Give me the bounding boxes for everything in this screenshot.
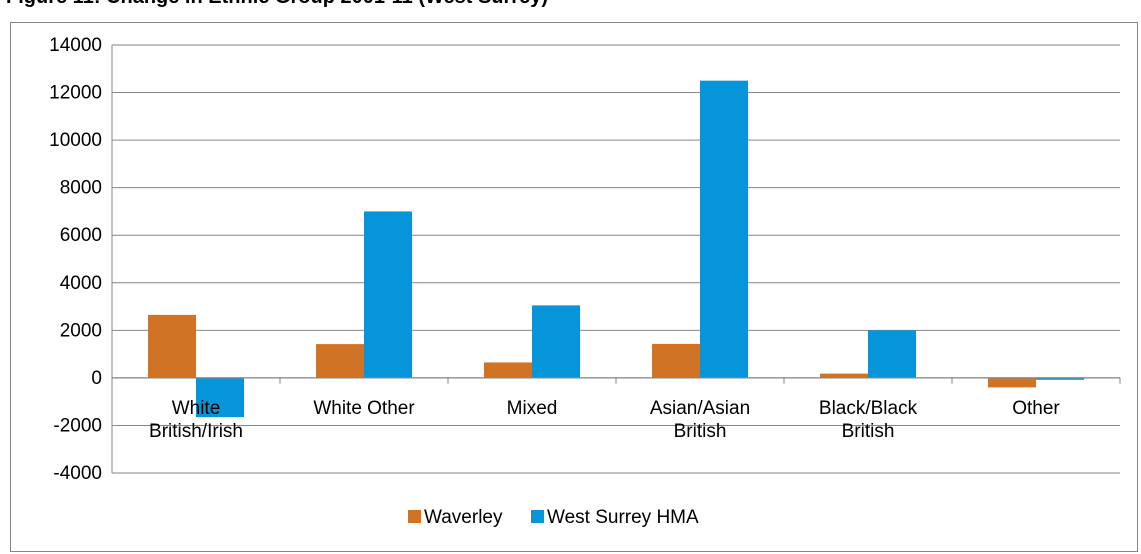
bar-waverley-1 xyxy=(316,344,364,378)
legend-label: West Surrey HMA xyxy=(547,507,699,528)
zero-axis xyxy=(111,377,1121,384)
y-tick-label: 2000 xyxy=(60,320,102,341)
x-category-label: White British/Irish xyxy=(149,398,243,442)
bar-waverley-3 xyxy=(652,343,700,378)
bar-west-surrey-hma-3 xyxy=(700,80,748,378)
y-tick-label: 0 xyxy=(91,368,102,389)
bar-west-surrey-hma-4 xyxy=(868,330,916,378)
x-category-label: Asian/Asian British xyxy=(650,398,750,442)
y-tick-label: 10000 xyxy=(49,130,102,151)
legend-label: Waverley xyxy=(424,507,503,528)
legend-swatch-0 xyxy=(408,510,421,523)
y-tick-label: -4000 xyxy=(53,463,102,484)
figure-caption-text: Figure 11: Change in Ethnic Group 2001-1… xyxy=(6,0,548,9)
bar-waverley-5 xyxy=(988,377,1036,388)
y-axis-tick-labels: 14000 12000 10000 8000 6000 4000 2000 0 -2000 -40… xyxy=(49,35,102,484)
x-category-label: Other xyxy=(1012,398,1060,419)
bars xyxy=(148,80,1084,418)
x-category-label: Black/Black British xyxy=(819,398,918,442)
gridlines xyxy=(111,44,1120,474)
legend: Waverley West Surrey HMA xyxy=(408,507,699,528)
bar-west-surrey-hma-0 xyxy=(196,377,244,418)
x-category-label: Mixed xyxy=(507,398,558,419)
y-tick-label: 14000 xyxy=(49,35,102,56)
y-tick-label: 4000 xyxy=(60,273,102,294)
bar-west-surrey-hma-1 xyxy=(364,211,412,378)
category-labels: White British/Irish White Other Mixed Asian/… xyxy=(149,398,1060,442)
bar-waverley-4 xyxy=(820,373,868,378)
bar-waverley-0 xyxy=(148,314,196,378)
bar-west-surrey-hma-2 xyxy=(532,305,580,378)
y-tick-label: 8000 xyxy=(60,178,102,199)
y-tick-label: -2000 xyxy=(53,415,102,436)
chart-frame xyxy=(10,22,1138,552)
y-tick-label: 6000 xyxy=(60,225,102,246)
bar-west-surrey-hma-5 xyxy=(1036,377,1084,380)
y-tick-label: 12000 xyxy=(49,83,102,104)
bar-waverley-2 xyxy=(484,362,532,378)
figure-caption: Figure 11: Change in Ethnic Group 2001-1… xyxy=(0,0,1141,30)
x-category-label: White Other xyxy=(313,398,415,419)
legend-swatch-1 xyxy=(531,510,544,523)
